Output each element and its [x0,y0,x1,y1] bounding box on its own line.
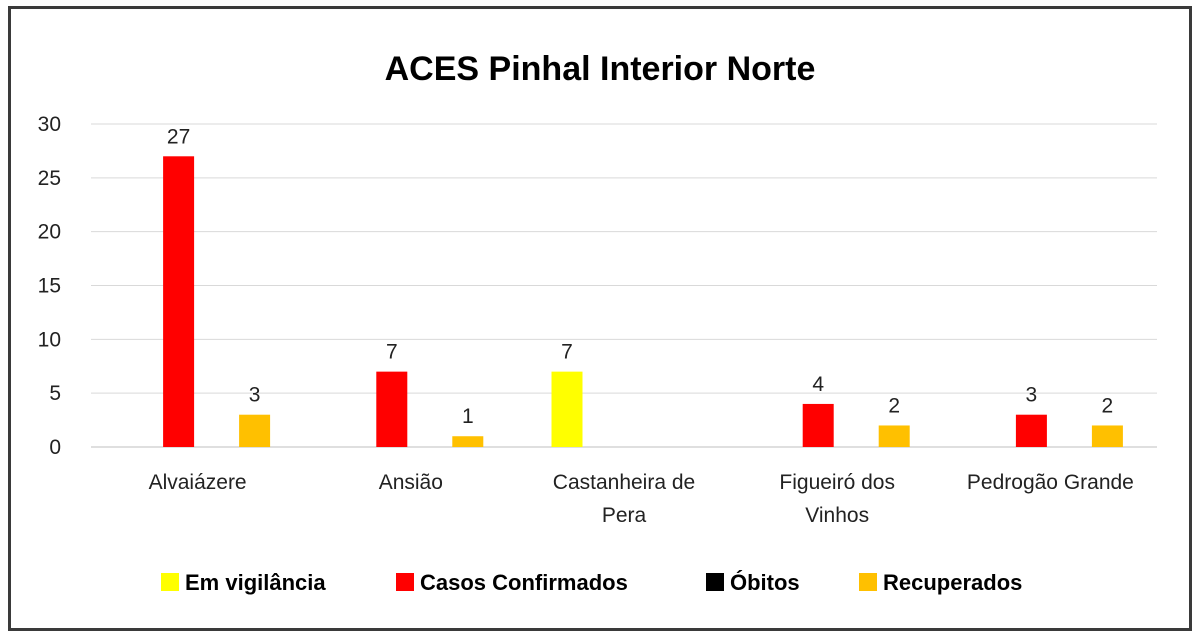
bar [163,156,195,448]
y-tick-label: 30 [38,113,61,136]
data-label: 1 [462,405,474,428]
bar [452,436,484,447]
legend-swatch [859,573,877,591]
legend-swatch [161,573,179,591]
bars [163,156,1123,448]
legend-label: Em vigilância [185,570,326,595]
y-tick-label: 10 [38,328,61,351]
x-tick-label: Pedrogão Grande [967,471,1134,494]
bar [802,403,834,447]
legend-item: Óbitos [706,570,800,595]
data-label: 2 [888,394,900,417]
legend-item: Em vigilância [161,570,326,595]
bar [878,425,910,447]
legend-swatch [706,573,724,591]
data-label: 27 [167,125,190,148]
chart-frame: ACES Pinhal Interior Norte 0 5 10 15 20 25 30 … [8,6,1192,631]
chart-svg: ACES Pinhal Interior Norte 051015202530 … [38,50,1157,595]
data-label: 2 [1102,394,1114,417]
x-tick-label: Alvaiázere [149,471,247,494]
x-tick-label: Ansião [379,471,443,494]
bar [551,371,583,447]
legend-item: Casos Confirmados [396,570,628,595]
bar [376,371,408,447]
legend-label: Casos Confirmados [420,570,628,595]
bar [239,414,271,447]
category-labels: Alvaiázere Ansião Castanheira de Pera Figuei… [149,471,1134,527]
bar [1015,414,1047,447]
data-labels: 27 3 7 1 7 4 2 3 2 [167,125,1113,428]
y-tick-label: 5 [49,382,61,405]
grid [91,123,1157,448]
x-tick-label: Castanheira de Pera [553,471,695,527]
legend-label: Recuperados [883,570,1022,595]
y-tick-label: 20 [38,221,61,244]
data-label: 3 [1026,384,1038,407]
y-tick-label: 0 [49,436,61,459]
data-label: 7 [386,341,398,364]
y-axis-ticks: 0 5 10 15 20 25 30 [38,113,61,459]
legend: Em vigilância Casos Confirmados Óbitos Recu… [161,570,1022,595]
data-label: 3 [249,384,261,407]
data-label: 7 [561,341,573,364]
y-tick-label: 25 [38,167,61,190]
legend-item: Recuperados [859,570,1022,595]
chart-title: ACES Pinhal Interior Norte [385,50,816,88]
y-tick-label: 15 [38,275,61,298]
bar [1091,425,1123,447]
x-tick-label: Figueiró dos Vinhos [779,471,895,527]
legend-swatch [396,573,414,591]
data-label: 4 [812,373,824,396]
legend-label: Óbitos [730,570,800,595]
